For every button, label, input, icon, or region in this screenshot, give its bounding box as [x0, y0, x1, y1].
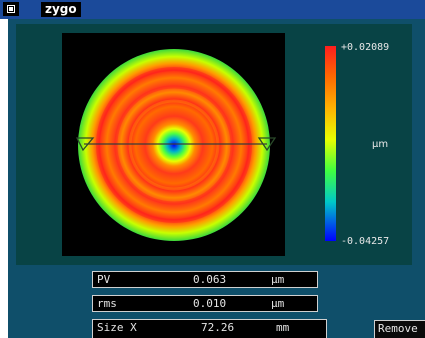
remove-button[interactable]: Remove — [374, 320, 425, 338]
surface-map[interactable] — [62, 33, 285, 256]
aperture-disk — [78, 49, 270, 241]
color-scale-bar — [325, 46, 336, 241]
size-x-unit: mm — [276, 321, 290, 334]
surface-map-plot — [62, 33, 285, 256]
profile-left-marker-icon[interactable] — [75, 137, 95, 152]
ring-shade-1 — [96, 67, 252, 223]
color-scale-max: +0.02089 — [341, 42, 390, 53]
pv-label: PV — [97, 273, 111, 286]
color-scale-min: -0.04257 — [341, 236, 390, 247]
pv-value: 0.063 — [193, 273, 227, 286]
size-x-readout: Size X 72.26 mm — [92, 319, 327, 338]
rms-unit: µm — [271, 297, 285, 310]
pv-readout: PV 0.063 µm — [92, 271, 318, 288]
rms-value: 0.010 — [193, 297, 227, 310]
size-x-label: Size X — [97, 321, 137, 334]
zygo-logo: zygo — [41, 2, 81, 17]
size-x-value: 72.26 — [201, 321, 235, 334]
ring-shade-2 — [114, 85, 234, 205]
title-bar: zygo — [0, 0, 425, 19]
rms-label: rms — [97, 297, 117, 310]
color-scale-unit: µm — [372, 139, 389, 150]
rms-readout: rms 0.010 µm — [92, 295, 318, 312]
profile-right-marker-icon[interactable] — [257, 137, 277, 152]
ring-shade-3 — [128, 99, 220, 191]
window-menu-icon — [7, 5, 15, 13]
window-menu-button[interactable] — [3, 2, 19, 16]
pv-unit: µm — [271, 273, 285, 286]
